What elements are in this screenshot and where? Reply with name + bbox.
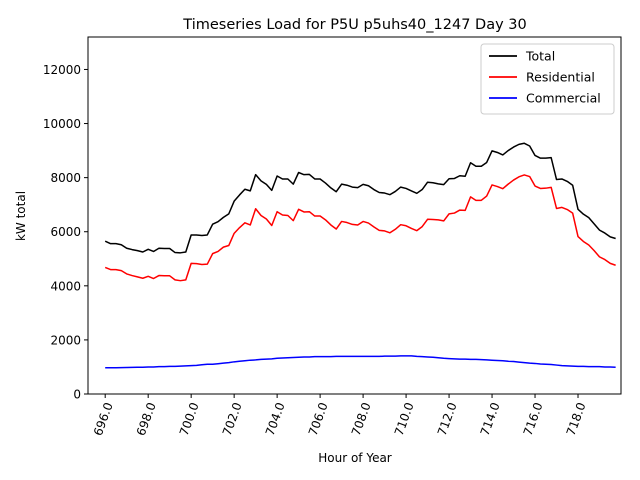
y-tick-label: 6000 (50, 225, 81, 239)
x-axis-label: Hour of Year (318, 451, 392, 465)
y-tick-label: 10000 (43, 117, 81, 131)
y-axis-label: kW total (14, 191, 28, 241)
y-tick-label: 4000 (50, 279, 81, 293)
legend: Total Residential Commercial (480, 43, 615, 115)
y-tick-label: 12000 (43, 63, 81, 77)
legend-label-commercial: Commercial (526, 91, 601, 106)
legend-label-total: Total (525, 49, 555, 64)
series-line-commercial (105, 355, 616, 369)
axes-frame (87, 36, 622, 395)
series-line-residential (104, 174, 616, 282)
y-tick-label: 8000 (50, 171, 81, 185)
y-tick-label: 2000 (50, 333, 81, 347)
legend-box (480, 43, 615, 115)
legend-label-residential: Residential (526, 70, 595, 85)
chart-title: Timeseries Load for P5U p5uhs40_1247 Day… (182, 17, 526, 33)
y-tick-label: 0 (73, 388, 81, 402)
series-line-total (104, 142, 616, 254)
